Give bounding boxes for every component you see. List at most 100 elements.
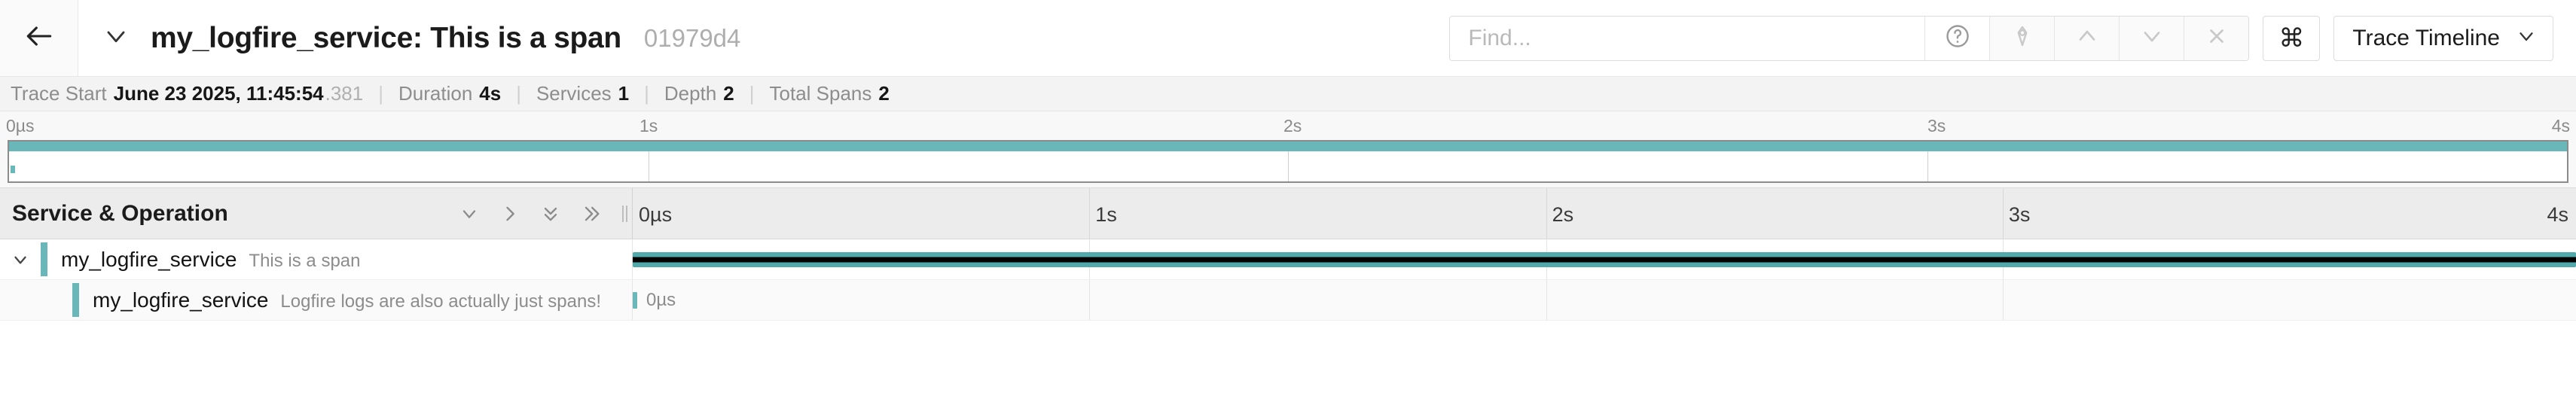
span-color-bar [41, 242, 47, 276]
arrow-left-icon [23, 20, 56, 56]
search-next-button[interactable] [2119, 16, 2184, 60]
column-title: Service & Operation [12, 200, 228, 226]
timeline-tick-label: 0µs [639, 203, 673, 226]
meta-duration: Duration 4s [398, 82, 501, 105]
minimap-root-span-bar [9, 142, 2567, 151]
search-focus-button[interactable] [1989, 16, 2055, 60]
minimap-gridline [1288, 151, 1289, 181]
meta-depth: Depth 2 [664, 82, 734, 105]
chevron-down-icon [101, 21, 131, 55]
table-row[interactable]: my_logfire_service Logfire logs are also … [0, 280, 2576, 321]
span-operation-name: Logfire logs are also actually just span… [280, 291, 601, 312]
view-mode-label: Trace Timeline [2352, 25, 2500, 50]
trace-header: my_logfire_service: This is a span 01979… [0, 0, 2576, 77]
search-prev-button[interactable] [2054, 16, 2120, 60]
expand-one-icon[interactable] [499, 203, 520, 224]
meta-total-spans: Total Spans 2 [770, 82, 890, 105]
search-input[interactable] [1450, 16, 1925, 60]
span-label: my_logfire_service Logfire logs are also … [79, 288, 601, 312]
meta-depth-value: 2 [723, 82, 734, 105]
minimap-tick-label: 3s [1927, 116, 1946, 135]
span-row-list: my_logfire_service This is a span my_logfi… [0, 239, 2576, 321]
timeline-column-header: Service & Operation [0, 188, 2576, 239]
timeline-gridline [1546, 188, 1547, 239]
search-group [1449, 15, 2250, 61]
minimap-tick-label: 4s [2551, 116, 2570, 135]
meta-trace-start-ms: .381 [325, 82, 364, 105]
meta-total-spans-value: 2 [878, 82, 890, 105]
timeline-gridline [1089, 188, 1091, 239]
span-service-name: my_logfire_service [61, 247, 237, 271]
view-mode-select[interactable]: Trace Timeline [2333, 15, 2553, 61]
search-clear-button[interactable] [2184, 16, 2249, 60]
timeline-tick-label: 1s [1095, 203, 1117, 226]
trace-meta-bar: Trace Start June 23 2025, 11:45:54 .381 … [0, 77, 2576, 111]
span-row-timeline-cell[interactable]: 0µs [633, 280, 2576, 320]
span-operation-name: This is a span [249, 250, 361, 271]
minimap-child-span-marker [11, 166, 15, 173]
chevron-down-icon [2138, 23, 2165, 53]
back-button[interactable] [0, 0, 78, 76]
meta-separator: | [644, 82, 649, 105]
crosshair-icon [2009, 23, 2036, 53]
meta-trace-start: Trace Start June 23 2025, 11:45:54 .381 [11, 82, 363, 105]
trace-minimap[interactable]: 0µs 1s 2s 3s 4s [0, 111, 2576, 188]
command-key-button[interactable]: ⌘ [2263, 15, 2321, 61]
expand-all-icon[interactable] [581, 203, 602, 224]
minimap-gridlines [9, 151, 2567, 181]
span-row-timeline-cell[interactable] [633, 239, 2576, 279]
span-core-line [633, 257, 2576, 262]
meta-duration-value: 4s [479, 82, 502, 105]
collapse-one-icon[interactable] [459, 203, 480, 224]
trace-id: 01979d4 [643, 23, 741, 52]
timeline-tick-label: 3s [2008, 203, 2031, 226]
timeline-gridline [2002, 188, 2004, 239]
page-title: my_logfire_service: This is a span [151, 21, 621, 54]
meta-trace-start-value: June 23 2025, 11:45:54 [113, 82, 324, 105]
timeline-gridline [1546, 280, 1547, 320]
chevron-up-icon [2074, 23, 2101, 53]
meta-separator: | [749, 82, 755, 105]
meta-services-label: Services [536, 82, 612, 105]
header-spacer [740, 0, 1449, 76]
meta-separator: | [516, 82, 521, 105]
span-service-name: my_logfire_service [93, 288, 269, 312]
collapse-all-icon[interactable] [540, 203, 561, 224]
minimap-viewport[interactable] [8, 140, 2568, 183]
trace-title-zone: my_logfire_service: This is a span 01979… [78, 0, 740, 76]
span-row-label-cell[interactable]: my_logfire_service Logfire logs are also … [0, 280, 633, 320]
meta-trace-start-label: Trace Start [11, 82, 107, 105]
trace-collapse-toggle[interactable] [101, 21, 131, 55]
question-circle-icon [1944, 23, 1971, 53]
search-help-button[interactable] [1924, 16, 1990, 60]
timeline-gridline [1089, 280, 1091, 320]
span-label: my_logfire_service This is a span [47, 248, 361, 272]
meta-separator: | [378, 82, 383, 105]
span-row-label-cell[interactable]: my_logfire_service This is a span [0, 239, 633, 279]
minimap-tick-row: 0µs 1s 2s 3s 4s [0, 111, 2576, 140]
table-row[interactable]: my_logfire_service This is a span [0, 239, 2576, 280]
minimap-tick-label: 1s [639, 116, 658, 135]
meta-total-spans-label: Total Spans [769, 82, 872, 105]
chevron-down-icon [2515, 25, 2538, 51]
minimap-tick-label: 0µs [6, 116, 35, 135]
timeline-tick-row: 0µs 1s 2s 3s 4s [633, 188, 2576, 239]
timeline-gridline [2002, 280, 2004, 320]
command-key-icon: ⌘ [2278, 23, 2305, 53]
service-operation-column-header: Service & Operation [0, 188, 633, 239]
meta-duration-label: Duration [398, 82, 473, 105]
span-color-bar [72, 283, 79, 317]
span-duration-bar[interactable] [633, 251, 2576, 267]
minimap-gridline [1927, 151, 1928, 181]
span-point-marker[interactable] [633, 291, 637, 309]
timeline-tick-label: 2s [1552, 203, 1574, 226]
minimap-tick-label: 2s [1283, 116, 1302, 135]
meta-services-value: 1 [618, 82, 630, 105]
chevron-down-icon[interactable] [0, 250, 41, 269]
close-icon [2203, 23, 2230, 53]
column-resize-handle[interactable] [622, 205, 627, 222]
trace-toolbar: ⌘ Trace Timeline [1449, 0, 2576, 76]
timeline-tick-label: 4s [2547, 203, 2568, 226]
span-point-label: 0µs [646, 289, 676, 310]
meta-services: Services 1 [536, 82, 629, 105]
